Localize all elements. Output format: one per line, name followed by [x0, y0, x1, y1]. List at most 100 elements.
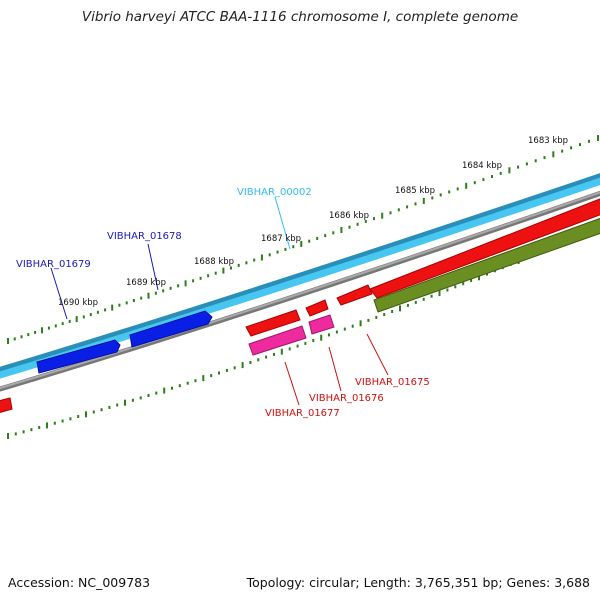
tick-label-1683: 1683 kbp [528, 136, 568, 146]
outer-tick-23 [169, 286, 172, 290]
gene-label-vibhar-01679[interactable]: VIBHAR_01679 [16, 259, 91, 270]
outer-tick-41 [308, 239, 311, 243]
outer-feature-olive[interactable] [373, 217, 600, 313]
inner-tick-2 [22, 430, 25, 434]
outer-tick-68 [534, 159, 537, 163]
inner-tick-38 [304, 341, 307, 345]
outer-tick-17 [125, 301, 128, 305]
outer-tick-44 [332, 231, 335, 235]
inner-tick-12 [100, 408, 103, 412]
inner-tick-29 [233, 366, 236, 370]
gene-segment-red-b[interactable] [305, 299, 329, 317]
feature-vibhar-01677[interactable] [248, 325, 307, 356]
outer-tick-38 [284, 247, 287, 251]
inner-tick-41 [328, 333, 330, 337]
feature-vibhar-01676[interactable] [308, 314, 335, 335]
outer-tick-8 [61, 322, 64, 326]
inner-tick-36 [288, 347, 291, 351]
outer-tick-19 [140, 296, 143, 300]
gene-vibhar-01679[interactable] [36, 339, 121, 374]
gene-label-vibhar-01676[interactable]: VIBHAR_01676 [309, 393, 384, 404]
inner-tick-17 [139, 396, 142, 400]
outer-tick-45 [340, 227, 343, 233]
tick-label-1684: 1684 kbp [462, 161, 502, 171]
inner-tick-43 [343, 327, 346, 331]
outer-tick-50 [381, 212, 384, 219]
inner-tick-9 [77, 415, 80, 418]
inner-tick-47 [375, 315, 378, 319]
tick-label-1686: 1686 kbp [329, 211, 369, 221]
inner-tick-10 [85, 411, 87, 418]
inner-tick-55 [438, 290, 441, 297]
tick-label-1689: 1689 kbp [126, 278, 166, 288]
gene-segment-red-a[interactable] [336, 284, 373, 306]
outer-tick-53 [406, 205, 409, 209]
outer-tick-47 [356, 222, 359, 226]
gene-label-vibhar-01678[interactable]: VIBHAR_01678 [107, 231, 182, 242]
inner-tick-15 [124, 399, 126, 406]
outer-tick-66 [517, 165, 520, 169]
inner-tick-13 [108, 405, 111, 409]
inner-tick-22 [178, 384, 181, 388]
outer-tick-33 [245, 261, 248, 265]
outer-tick-22 [162, 289, 165, 293]
outer-tick-56 [431, 196, 434, 200]
inner-tick-42 [335, 330, 338, 334]
inner-tick-53 [422, 297, 425, 301]
outer-tick-10 [75, 316, 78, 323]
inner-tick-54 [430, 294, 433, 298]
inner-tick-61 [486, 272, 488, 276]
inner-tick-0 [7, 433, 9, 439]
outer-tick-13 [96, 310, 99, 314]
leader-vibhar-01677 [284, 361, 300, 406]
gene-label-vibhar-01675[interactable]: VIBHAR_01675 [355, 377, 430, 388]
inner-tick-6 [53, 421, 56, 425]
map-title: Vibrio harveyi ATCC BAA-1116 chromosome … [81, 9, 519, 25]
outer-tick-29 [214, 271, 217, 275]
genome-backbone-highlight [0, 191, 600, 390]
outer-tick-42 [316, 236, 319, 240]
outer-tick-9 [68, 319, 71, 323]
inner-tick-28 [225, 368, 228, 372]
gene-edge-red[interactable] [0, 397, 13, 413]
inner-tick-56 [446, 288, 449, 292]
outer-tick-20 [147, 292, 150, 299]
inner-tick-4 [38, 426, 41, 429]
outer-tick-51 [389, 211, 392, 215]
inner-tick-57 [454, 285, 457, 289]
inner-tick-32 [257, 358, 260, 362]
inner-tick-31 [249, 361, 252, 364]
outer-tick-31 [230, 266, 232, 270]
inner-tick-3 [30, 428, 33, 432]
inner-tick-51 [406, 303, 409, 307]
outer-tick-57 [439, 193, 442, 197]
leader-vibhar-01675 [366, 333, 389, 376]
gene-vibhar-01678[interactable] [129, 310, 213, 348]
outer-tick-7 [54, 324, 57, 328]
inner-tick-46 [367, 318, 370, 322]
gene-label-vibhar-01677[interactable]: VIBHAR_01677 [265, 408, 340, 419]
gene-label-vibhar-00002[interactable]: VIBHAR_00002 [237, 187, 312, 198]
inner-tick-16 [131, 398, 134, 402]
outer-tick-25 [184, 280, 187, 287]
inner-tick-59 [470, 279, 473, 282]
inner-tick-50 [399, 305, 401, 312]
outer-tick-55 [422, 197, 425, 204]
outer-tick-5 [41, 327, 43, 334]
gene-vibhar-01675[interactable] [369, 197, 600, 299]
tick-label-1687: 1687 kbp [261, 234, 301, 244]
outer-tick-6 [47, 326, 50, 330]
inner-tick-49 [391, 310, 394, 313]
outer-tick-72 [570, 146, 573, 150]
outer-tick-39 [292, 245, 295, 249]
outer-tick-track [7, 135, 599, 344]
gene-vibhar-01677[interactable] [245, 309, 301, 337]
outer-tick-35 [260, 254, 263, 261]
outer-tick-14 [104, 308, 107, 312]
outer-tick-70 [552, 151, 555, 158]
outer-tick-2 [20, 335, 23, 339]
inner-tick-11 [92, 410, 95, 414]
outer-tick-71 [561, 149, 564, 153]
outer-tick-36 [268, 253, 271, 257]
inner-tick-45 [359, 320, 362, 327]
